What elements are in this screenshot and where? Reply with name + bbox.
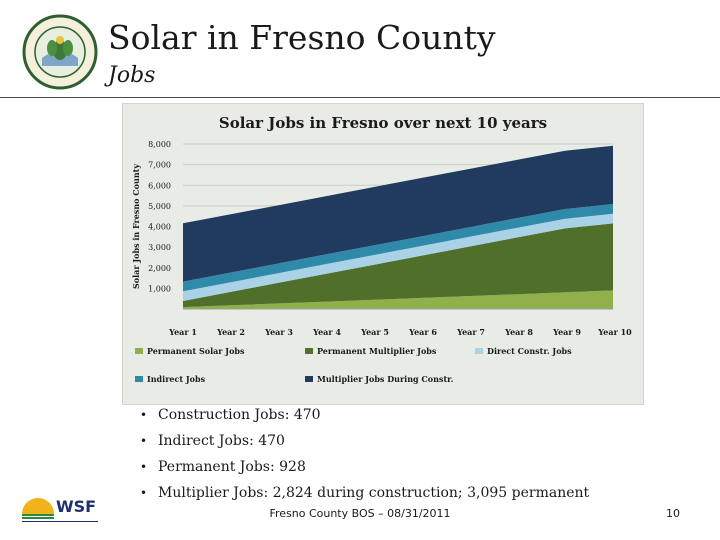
x-tick-label: Year 7 <box>456 327 485 337</box>
page-subtitle: Jobs <box>108 63 156 88</box>
chart-title: Solar Jobs in Fresno over next 10 years <box>219 114 547 132</box>
area-series-1 <box>183 223 613 308</box>
bullet-icon: • <box>140 408 148 422</box>
legend-entry: Permanent Solar Jobs <box>147 346 245 356</box>
y-tick-label: 5,000 <box>148 202 171 211</box>
bullet-list: • Construction Jobs: 470 • Indirect Jobs: … <box>138 402 589 506</box>
legend-entry: Permanent Multiplier Jobs <box>317 346 437 356</box>
county-seal-icon <box>22 14 98 90</box>
legend-swatch <box>135 348 143 354</box>
x-tick-label: Year 2 <box>216 327 245 337</box>
x-tick-label: Year 6 <box>408 327 437 337</box>
footer-text: Fresno County BOS – 08/31/2011 <box>0 507 720 520</box>
area-series-0 <box>183 290 613 309</box>
sunrise-icon: WSF <box>22 497 98 522</box>
y-axis-label: Solar Jobs in Fresno County <box>131 164 141 289</box>
legend-entry: Multiplier Jobs During Constr. <box>317 374 454 384</box>
bullet-text: Permanent Jobs: 928 <box>158 459 306 475</box>
y-tick-label: 7,000 <box>148 161 171 170</box>
x-tick-label: Year 5 <box>360 327 389 337</box>
bullet-icon: • <box>140 460 148 474</box>
y-tick-label: 4,000 <box>148 223 171 232</box>
bullet-text: Construction Jobs: 470 <box>158 407 321 423</box>
legend-swatch <box>135 376 143 382</box>
stacked-area-chart: Solar Jobs in Fresno over next 10 years S… <box>131 114 632 384</box>
y-tick-label: 8,000 <box>148 140 171 149</box>
area-series-2 <box>183 213 613 301</box>
bullet-icon: • <box>140 486 148 500</box>
y-tick-label: 3,000 <box>148 243 171 252</box>
area-series-4 <box>183 145 613 282</box>
legend-swatch <box>305 376 313 382</box>
y-tick-label: 6,000 <box>148 181 171 190</box>
page-number: 10 <box>666 507 680 520</box>
header-divider <box>0 97 720 98</box>
x-tick-label: Year 3 <box>264 327 293 337</box>
bullet-text: Multiplier Jobs: 2,824 during constructi… <box>158 485 590 501</box>
x-tick-label: Year 4 <box>312 327 341 337</box>
list-item: • Multiplier Jobs: 2,824 during construct… <box>138 480 589 506</box>
footer-label: Fresno County BOS – 08/31/2011 <box>269 507 451 520</box>
legend-entry: Indirect Jobs <box>147 374 206 384</box>
list-item: • Indirect Jobs: 470 <box>138 428 589 454</box>
legend-swatch <box>305 348 313 354</box>
chart-panel: Solar Jobs in Fresno over next 10 years S… <box>122 103 644 405</box>
wsf-logo-text: WSF <box>56 497 96 516</box>
bullet-text: Indirect Jobs: 470 <box>158 433 285 449</box>
bullet-icon: • <box>140 434 148 448</box>
legend-swatch <box>475 348 483 354</box>
x-tick-label: Year 9 <box>552 327 581 337</box>
list-item: • Construction Jobs: 470 <box>138 402 589 428</box>
list-item: • Permanent Jobs: 928 <box>138 454 589 480</box>
legend-entry: Direct Constr. Jobs <box>487 346 572 356</box>
page-title: Solar in Fresno County <box>108 18 496 57</box>
x-tick-label: Year 1 <box>168 327 197 337</box>
area-series-3 <box>183 204 613 292</box>
x-tick-label: Year 8 <box>504 327 533 337</box>
y-tick-label: 1,000 <box>148 284 171 293</box>
y-tick-label: 2,000 <box>148 264 171 273</box>
x-tick-label: Year 10 <box>597 327 632 337</box>
